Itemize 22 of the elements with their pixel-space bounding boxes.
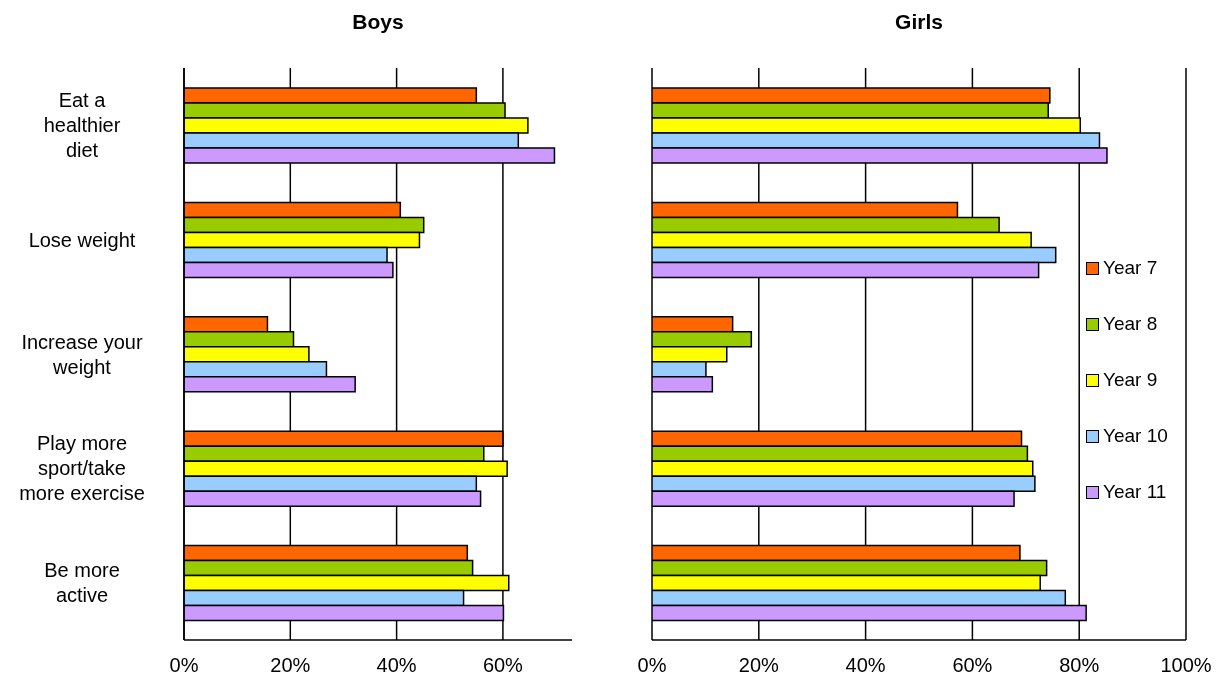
y-tick-label: Play more sport/take more exercise (19, 432, 145, 505)
y-tick-label: Increase your weight (21, 330, 143, 378)
x-tick-label: 0% (169, 654, 199, 677)
x-tick-label: 20% (738, 654, 780, 677)
x-tick-label: 40% (376, 654, 417, 677)
chart-title: Girls (894, 10, 944, 34)
y-tick-label: Lose weight (28, 228, 136, 251)
legend-label: Year 7 (1103, 257, 1158, 279)
x-tick-label: 60% (952, 654, 993, 677)
y-tick-label: Be more active (44, 559, 120, 607)
x-tick-label: 40% (845, 654, 886, 677)
x-tick-label: 60% (482, 654, 524, 677)
x-tick-label: 20% (270, 654, 311, 677)
x-tick-label: 80% (1059, 654, 1100, 677)
legend-label: Year 10 (1103, 425, 1168, 447)
legend-label: Year 9 (1103, 369, 1158, 391)
legend-label: Year 11 (1103, 481, 1167, 503)
chart-title: Boys (351, 10, 405, 34)
legend-label: Year 8 (1103, 313, 1158, 335)
x-tick-label: 100% (1160, 654, 1212, 677)
x-tick-label: 0% (637, 654, 667, 677)
y-tick-label: Eat a healthier diet (43, 89, 121, 162)
